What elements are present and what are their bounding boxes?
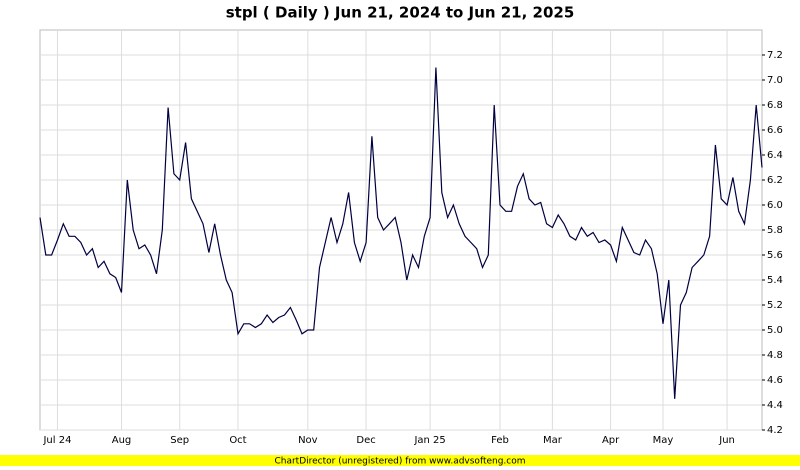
x-tick-label: Feb [491, 435, 509, 446]
x-tick-label: Jul 24 [42, 435, 71, 446]
footer: ChartDirector (unregistered) from www.ad… [274, 457, 525, 467]
x-tick-label: Nov [298, 435, 318, 446]
y-tick-label: 4.6 [767, 375, 783, 386]
y-tick-label: 6.4 [767, 150, 783, 161]
y-tick-label: 7.0 [767, 75, 783, 86]
x-tick-label: Dec [356, 435, 375, 446]
x-tick-label: Sep [170, 435, 189, 446]
x-tick-label: May [653, 435, 674, 446]
y-tick-label: 6.8 [767, 100, 783, 111]
y-tick-label: 5.4 [767, 275, 783, 286]
x-tick-label: Apr [602, 435, 620, 446]
y-tick-label: 4.8 [767, 350, 783, 361]
x-tick-label: Jan 25 [413, 435, 445, 446]
y-tick-label: 6.0 [767, 200, 783, 211]
y-tick-label: 5.6 [767, 250, 783, 261]
y-tick-label: 5.2 [767, 300, 783, 311]
x-tick-label: Oct [229, 435, 246, 446]
y-tick-label: 5.8 [767, 225, 783, 236]
y-tick-label: 4.2 [767, 425, 783, 436]
chart-title: stpl ( Daily ) Jun 21, 2024 to Jun 21, 2… [226, 4, 575, 22]
y-tick-label: 6.2 [767, 175, 783, 186]
y-tick-label: 5.0 [767, 325, 783, 336]
y-tick-label: 6.6 [767, 125, 783, 136]
y-tick-label: 4.4 [767, 400, 783, 411]
x-tick-label: Mar [543, 435, 563, 446]
y-tick-label: 7.2 [767, 50, 783, 61]
footer-bar [0, 455, 800, 466]
x-tick-label: Jun [718, 435, 735, 446]
x-tick-label: Aug [112, 435, 132, 446]
price-line [39, 67, 763, 399]
